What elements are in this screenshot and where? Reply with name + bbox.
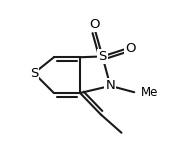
Text: O: O — [125, 42, 136, 55]
Text: O: O — [89, 18, 100, 31]
Text: Me: Me — [141, 86, 158, 99]
Text: S: S — [30, 67, 38, 80]
Text: N: N — [106, 79, 115, 92]
Text: S: S — [98, 50, 107, 63]
